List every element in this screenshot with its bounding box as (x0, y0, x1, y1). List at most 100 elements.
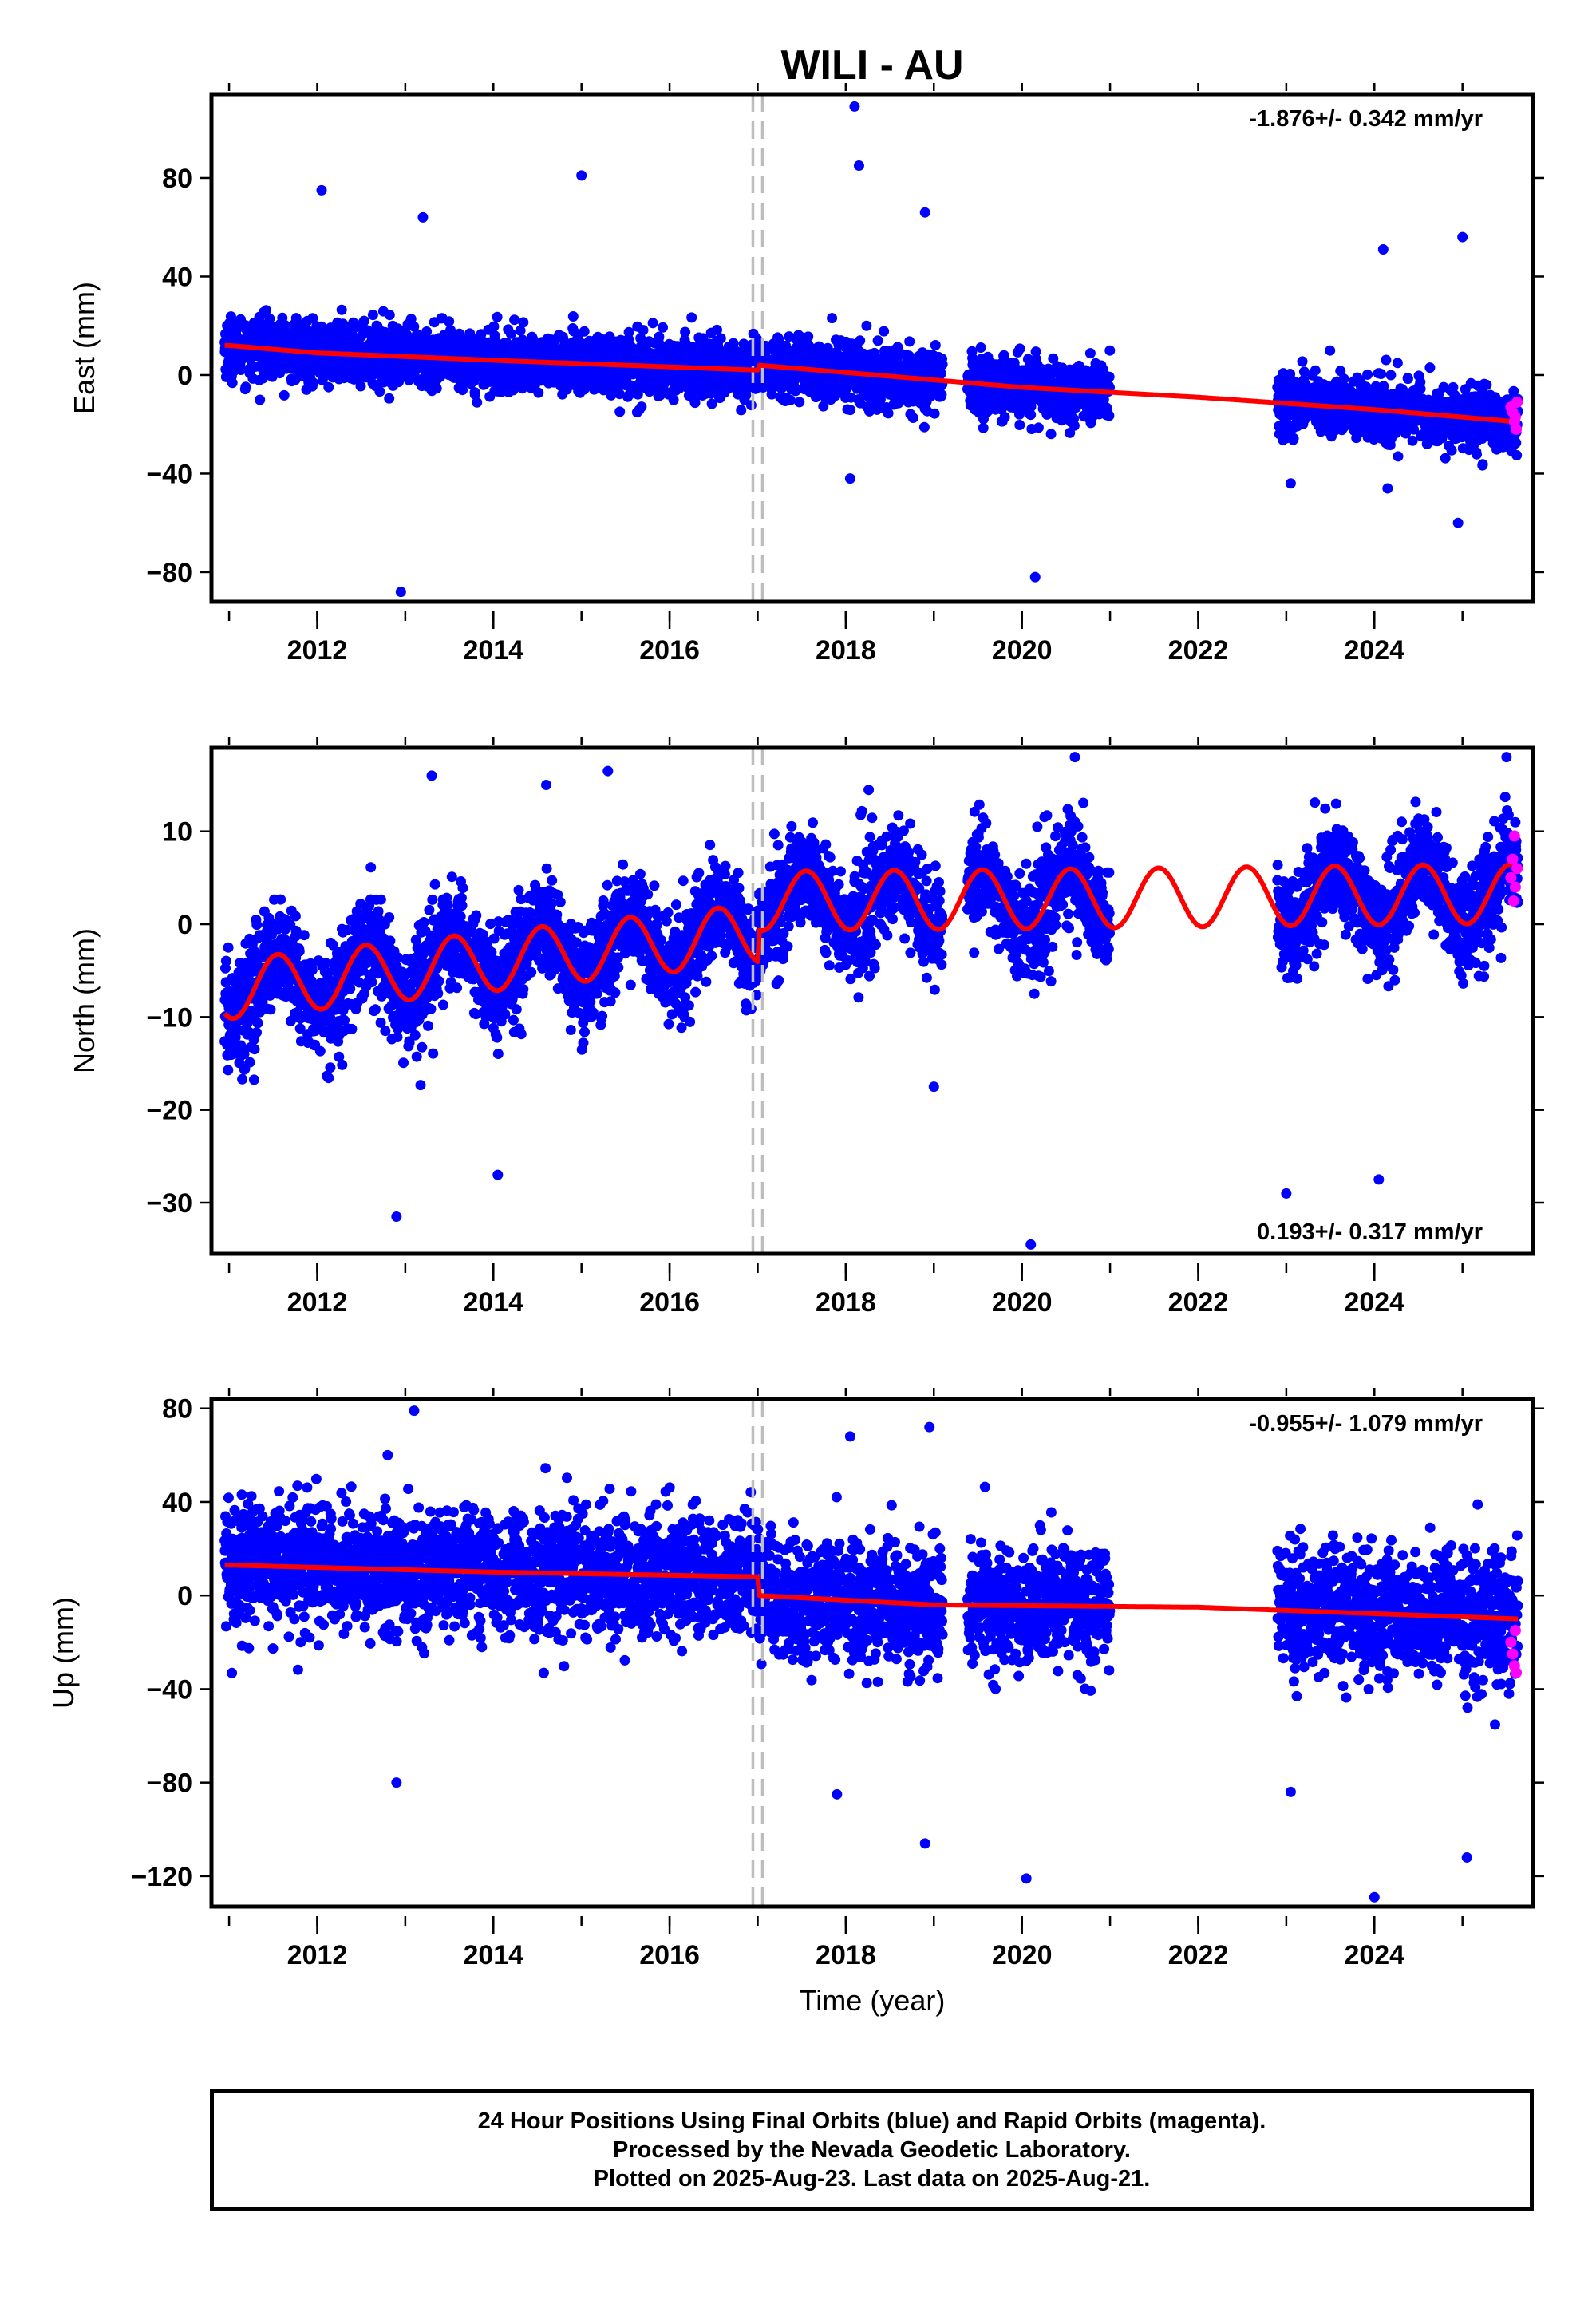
final-orbit-point (929, 408, 940, 419)
rapid-orbit-point (1511, 396, 1523, 408)
final-orbit-point (395, 587, 406, 598)
x-tick-label: 2020 (992, 635, 1053, 666)
final-orbit-point (853, 160, 864, 172)
final-orbit-point (220, 955, 231, 966)
final-orbit-point (298, 930, 310, 941)
final-orbit-point (316, 184, 327, 196)
final-orbit-point (1104, 371, 1115, 382)
final-orbit-point (1381, 354, 1392, 366)
chart-title: WILI - AU (780, 42, 963, 89)
y-tick-label: 0 (177, 361, 192, 391)
final-orbit-point (1029, 571, 1041, 583)
time-series-figure: WILI - AU 2012 2014 2016 2018 2020 2022 2024−8… (47, 42, 1544, 2017)
final-orbit-point (469, 389, 480, 400)
final-orbit-point (736, 405, 747, 416)
final-orbit-point (579, 326, 590, 337)
final-orbit-points (219, 101, 1523, 598)
final-orbit-point (978, 422, 989, 433)
final-orbit-point (421, 326, 433, 337)
final-orbit-point (275, 894, 286, 905)
final-orbit-point (492, 311, 503, 322)
final-orbit-point (355, 381, 366, 392)
final-orbit-point (265, 1004, 276, 1015)
velocity-rate-label: -1.876+/- 0.342 mm/yr (1249, 106, 1483, 132)
final-orbit-point (533, 387, 544, 398)
final-orbit-point (919, 207, 930, 218)
final-orbit-point (1310, 365, 1321, 376)
final-orbit-point (244, 1057, 255, 1068)
final-orbit-point (638, 325, 649, 336)
final-orbit-point (237, 1073, 248, 1085)
final-orbit-point (614, 406, 626, 417)
final-orbit-point (1402, 373, 1413, 385)
final-orbit-point (883, 408, 894, 419)
final-orbit-point (251, 1027, 262, 1038)
final-orbit-point (689, 397, 701, 409)
x-tick-label: 2016 (639, 635, 700, 666)
final-orbit-point (1362, 369, 1373, 380)
final-orbit-point (567, 311, 579, 322)
final-orbit-point (907, 413, 918, 423)
final-orbit-point (745, 400, 757, 411)
final-orbit-points (219, 752, 1523, 1250)
plot-area (219, 94, 1523, 602)
final-orbit-point (647, 318, 658, 329)
x-tick-label: 2024 (1344, 635, 1404, 666)
plot-area (219, 748, 1523, 1254)
final-orbit-point (384, 393, 395, 404)
final-orbit-point (374, 386, 385, 397)
final-orbit-point (1297, 356, 1308, 367)
final-orbit-point (845, 405, 856, 416)
final-orbit-point (358, 315, 369, 326)
final-orbit-point (844, 473, 855, 484)
final-orbit-point (975, 342, 986, 353)
final-orbit-point (290, 911, 301, 922)
final-orbit-point (1325, 345, 1336, 356)
y-tick-label: 40 (162, 262, 192, 292)
final-orbit-point (918, 421, 930, 433)
east-panel: 2012 2014 2016 2018 2020 2022 2024−80−4004080E… (68, 83, 1544, 666)
final-orbit-point (249, 1044, 260, 1055)
final-orbit-point (658, 322, 668, 333)
final-orbit-point (307, 313, 318, 324)
final-orbit-point (223, 1065, 234, 1076)
final-orbit-point (223, 942, 234, 953)
final-orbit-point (444, 316, 455, 327)
final-orbit-point (936, 389, 947, 401)
final-orbit-point (1393, 451, 1404, 462)
final-orbit-point (1511, 437, 1522, 449)
rapid-orbit-point (1511, 423, 1523, 435)
final-orbit-point (1392, 358, 1403, 369)
final-orbit-point (576, 170, 587, 181)
final-orbit-point (1472, 449, 1482, 460)
final-orbit-point (457, 385, 468, 396)
final-orbit-point (930, 340, 941, 350)
final-orbit-point (668, 394, 679, 405)
y-axis-label: East (mm) (68, 282, 101, 414)
final-orbit-point (861, 320, 872, 331)
final-orbit-point (904, 336, 915, 347)
final-orbit-point (855, 335, 866, 346)
final-orbit-point (454, 328, 465, 339)
y-tick-label: −40 (146, 459, 192, 489)
final-orbit-point (1014, 343, 1025, 354)
final-orbit-point (623, 326, 634, 338)
final-orbit-point (827, 313, 838, 324)
final-orbit-point (308, 377, 319, 389)
final-orbit-point (1452, 517, 1464, 528)
final-orbit-point (686, 312, 697, 323)
final-orbit-point (636, 401, 647, 413)
final-orbit-point (784, 394, 796, 405)
final-orbit-point (715, 333, 726, 344)
y-tick-label: −80 (146, 558, 192, 588)
north-panel: 2012 2014 2016 2018 2020 2022 2024−30−20−10010… (68, 737, 1544, 1318)
final-orbit-point (1377, 244, 1389, 255)
x-tick-label: 2022 (1168, 635, 1229, 666)
final-orbit-point (227, 377, 238, 389)
x-tick-label: 2014 (463, 635, 523, 666)
final-orbit-point (472, 397, 483, 408)
final-orbit-point (680, 326, 691, 338)
final-orbit-point (279, 389, 290, 401)
final-orbit-point (235, 365, 247, 375)
final-orbit-point (323, 381, 334, 393)
